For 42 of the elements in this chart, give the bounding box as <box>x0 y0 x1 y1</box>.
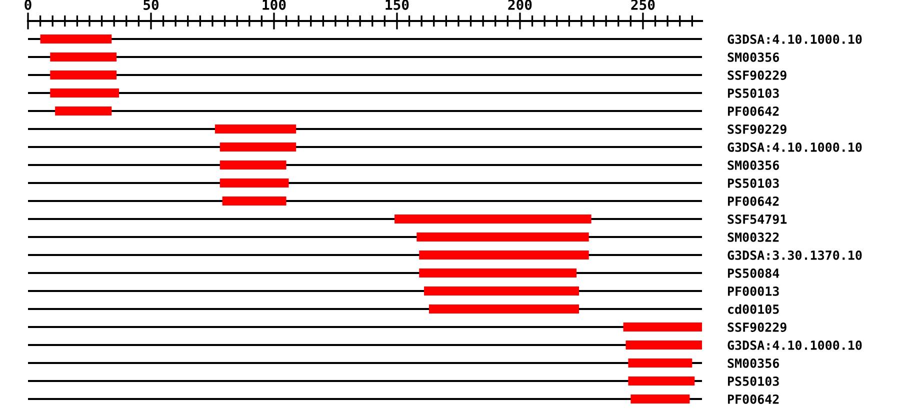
y-tick-label: G3DSA:4.10.1000.10 <box>728 340 862 350</box>
bar <box>419 250 589 260</box>
bar <box>428 304 580 314</box>
y-tick-label: G3DSA:4.10.1000.10 <box>728 34 862 44</box>
y-tick-label: SSF90229 <box>728 124 786 134</box>
y-tick-label: SM00356 <box>728 160 779 170</box>
y-tick-label: SM00356 <box>728 358 779 368</box>
y-tick-label: SSF90229 <box>728 322 786 332</box>
y-tick-label: PF00642 <box>728 394 779 404</box>
bar <box>628 358 692 368</box>
bar <box>394 214 592 224</box>
bar <box>424 286 580 296</box>
y-tick-label: G3DSA:4.10.1000.10 <box>728 142 862 152</box>
bar <box>628 376 695 386</box>
bar <box>623 322 702 332</box>
y-tick-label: PF00642 <box>728 106 779 116</box>
y-tick-label: SM00322 <box>728 232 779 242</box>
bar <box>220 142 296 152</box>
y-tick-label: PF00013 <box>728 286 779 296</box>
y-tick-label: PS50084 <box>728 268 780 278</box>
y-tick-label: SM00356 <box>728 52 779 62</box>
y-tick-label: PS50103 <box>728 376 779 386</box>
bar <box>55 106 112 116</box>
y-tick-label: SSF54791 <box>728 214 787 224</box>
y-tick-label: cd00105 <box>728 304 779 314</box>
y-tick-label: G3DSA:3.30.1370.10 <box>728 250 862 260</box>
y-tick-label: PS50103 <box>728 178 779 188</box>
bar <box>214 124 296 134</box>
bar <box>50 88 120 98</box>
bar <box>40 34 112 44</box>
bar <box>220 178 289 188</box>
bar <box>50 52 117 62</box>
bar <box>50 70 117 80</box>
y-tick-label: SSF90229 <box>728 70 786 80</box>
bar <box>222 196 286 206</box>
bar <box>626 340 702 350</box>
y-tick-label: PF00642 <box>728 196 779 206</box>
bar <box>220 160 286 170</box>
bar <box>416 232 589 242</box>
y-tick-label: PS50103 <box>728 88 779 98</box>
bar <box>630 394 690 404</box>
bar <box>419 268 577 278</box>
